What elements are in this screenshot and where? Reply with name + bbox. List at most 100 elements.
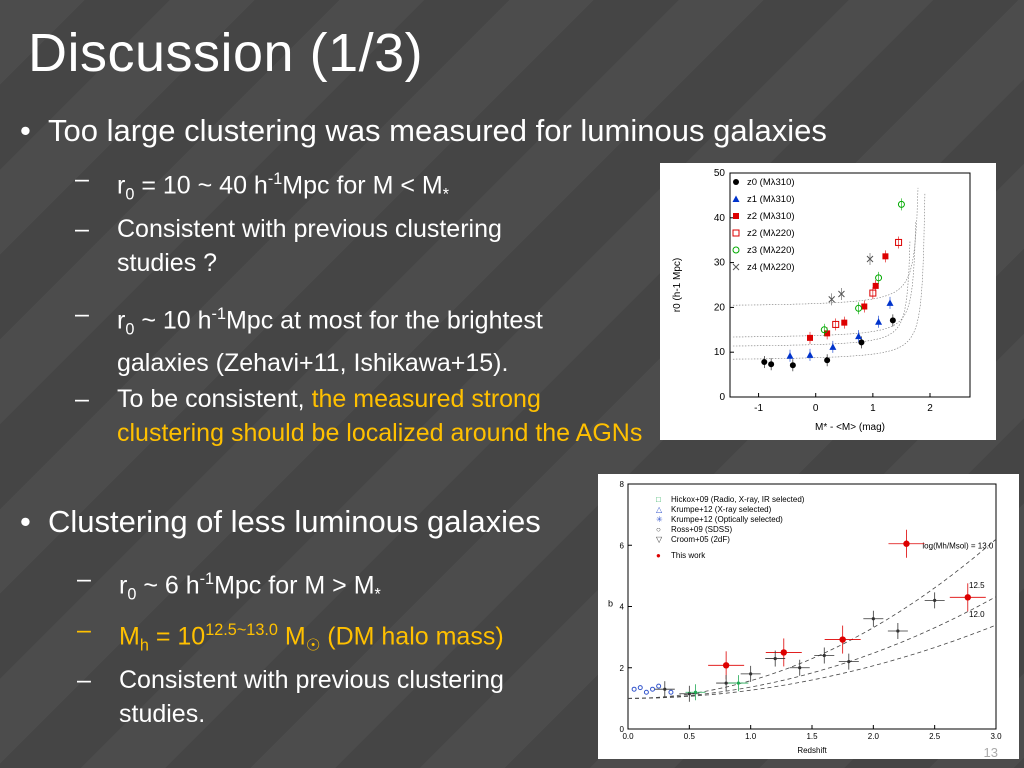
- legend-marker: △: [656, 505, 663, 514]
- legend-label: z0 (Mλ310): [747, 177, 795, 188]
- y-axis-label: b: [608, 599, 613, 609]
- x-tick-label: 3.0: [990, 732, 1002, 741]
- bullet-dot: •: [20, 113, 31, 148]
- bullet-2-sub-1: – r0 ~ 6 h-1Mpc for M > M*: [77, 565, 381, 604]
- data-point: [855, 332, 863, 340]
- x-tick-label: 2.5: [929, 732, 941, 741]
- data-point: [693, 690, 698, 694]
- legend-marker: [733, 213, 739, 219]
- data-point: [687, 692, 691, 696]
- data-point: [786, 352, 794, 359]
- legend-marker: ✳: [656, 515, 663, 524]
- data-point: [663, 687, 667, 691]
- bullet-2-sub-3: – Consistent with previous clustering st…: [77, 666, 504, 728]
- x-tick-label: 1: [870, 403, 876, 414]
- data-point: [736, 681, 740, 685]
- x-tick-label: 0.5: [684, 732, 696, 741]
- legend-label: This work: [671, 551, 706, 560]
- data-point: [773, 656, 777, 661]
- data-point: [829, 343, 837, 350]
- data-point: [872, 282, 879, 289]
- data-point: [841, 319, 848, 326]
- legend-marker: [732, 246, 740, 254]
- data-point: [875, 318, 883, 325]
- y-tick-label: 4: [620, 603, 625, 612]
- data-point: [964, 594, 971, 601]
- halo-mass-curve: [627, 538, 997, 699]
- data-point: [798, 666, 802, 670]
- data-point: [832, 320, 840, 328]
- highlight-text: the measured strong clustering should be…: [117, 385, 643, 447]
- bullet-2-sub-2: – Mh = 1012.5~13.0 M☉ (DM halo mass): [77, 616, 504, 655]
- data-point: [889, 317, 896, 324]
- x-tick-label: 0.0: [622, 732, 634, 741]
- data-point: [897, 200, 905, 208]
- plot-frame: [729, 172, 971, 398]
- legend-label: Hickox+09 (Radio, X-ray, IR selected): [671, 495, 805, 504]
- model-curve: [732, 187, 919, 306]
- data-point: [656, 683, 662, 689]
- legend-label: z3 (Mλ220): [747, 245, 795, 256]
- legend-marker: □: [656, 495, 661, 504]
- data-point: [722, 662, 730, 669]
- bullet-1-sub-4: – To be consistent, the measured strong …: [75, 385, 643, 447]
- slide-title: Discussion (1/3): [28, 23, 424, 83]
- data-point: [886, 299, 894, 306]
- y-tick-label: 50: [714, 168, 726, 179]
- data-point: [875, 274, 883, 282]
- data-point: [780, 649, 787, 656]
- bullet-1: • Too large clustering was measured for …: [20, 113, 827, 149]
- x-tick-label: 1.0: [745, 732, 757, 741]
- legend-marker: [732, 229, 740, 237]
- x-tick-label: 2: [927, 403, 933, 414]
- model-curve: [732, 222, 916, 338]
- data-point: [749, 672, 753, 676]
- x-tick-label: 1.5: [806, 732, 818, 741]
- data-point: [806, 351, 814, 358]
- legend-marker: [733, 179, 739, 185]
- data-point: [838, 290, 845, 298]
- data-point: [650, 686, 656, 692]
- data-point: [847, 660, 851, 664]
- x-tick-label: 0: [813, 403, 819, 414]
- data-point: [820, 326, 828, 334]
- y-tick-label: 0: [620, 725, 625, 734]
- x-axis-label: M* - <M> (mag): [815, 422, 885, 433]
- data-point: [824, 330, 831, 337]
- bullet-2-text: Clustering of less luminous galaxies: [48, 504, 541, 539]
- data-point: [768, 361, 775, 368]
- bias-chart: log(Mh/Msol) = 13.0 12.5 12.0 0.0 0.5 1.0 1.5 2…: [608, 480, 1002, 755]
- y-tick-label: 8: [620, 480, 625, 489]
- bullet-2: • Clustering of less luminous galaxies: [20, 504, 541, 540]
- figure-bias-vs-redshift: log(Mh/Msol) = 13.0 12.5 12.0 0.0 0.5 1.0 1.5 2…: [598, 474, 1019, 759]
- halo-mass-curve: [628, 624, 997, 699]
- data-point: [761, 359, 768, 366]
- data-point: [866, 255, 874, 263]
- model-curve: [732, 240, 911, 347]
- legend-label: z4 (Mλ220): [747, 262, 795, 273]
- data-point: [839, 636, 846, 643]
- data-point: [933, 598, 937, 602]
- data-point: [871, 617, 875, 621]
- data-point: [822, 653, 826, 658]
- y-tick-label: 30: [714, 258, 726, 269]
- legend-marker: [732, 195, 740, 202]
- data-point: [882, 253, 889, 260]
- y-axis-label: r0 (h-1 Mpc): [672, 258, 683, 312]
- data-point: [903, 540, 910, 547]
- curve-label: 12.0: [969, 610, 985, 619]
- data-point: [895, 238, 903, 246]
- data-point: [637, 685, 643, 691]
- data-point: [858, 339, 865, 346]
- legend-marker: ○: [656, 525, 661, 534]
- figure-r0-vs-magnitude: -1 0 1 2 0 10 20 30 40 50 M* - <M> (mag) r0 (h-1 Mp…: [660, 163, 996, 440]
- legend-label: Croom+05 (2dF): [671, 535, 730, 544]
- data-point: [807, 334, 813, 341]
- page-number: 13: [983, 745, 998, 760]
- data-point: [789, 362, 796, 369]
- bullet-1-sub-3: – r0 ~ 10 h-1Mpc at most for the brighte…: [75, 300, 543, 378]
- bullet-1-sub-2: – Consistent with previous clustering st…: [75, 215, 502, 277]
- legend-label: z2 (Mλ220): [747, 228, 795, 239]
- model-curve: [732, 193, 926, 360]
